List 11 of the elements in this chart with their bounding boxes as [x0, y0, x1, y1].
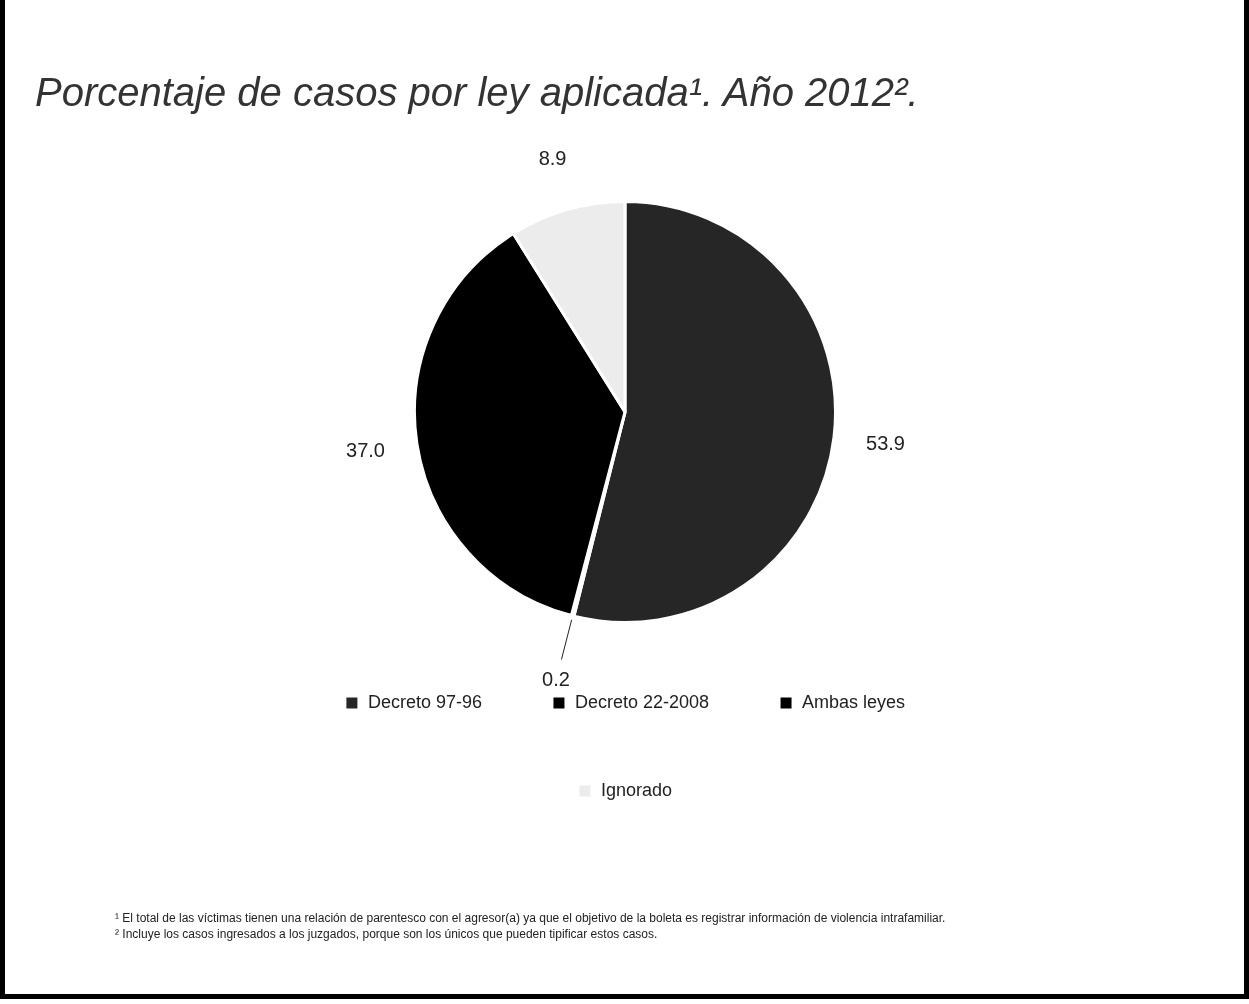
data-label: 53.9: [866, 431, 905, 454]
chart-title: Porcentaje de casos por ley aplicada¹. Año 2012².: [35, 70, 919, 115]
data-label: 37.0: [346, 438, 385, 461]
legend-label: Ignorado: [600, 779, 673, 800]
legend-label: Ambas leyes: [802, 691, 906, 712]
data-label: 0.2: [542, 668, 570, 691]
text: ² Incluye los casos ingresados a los juzgados, porque son los únicos que pueden tipificar estos casos.: [115, 926, 659, 942]
text: ¹ El total de las víctimas tienen una relación de parentesco con el agresor(a) ya que el objetivo de la boleta es registrar información de violencia intrafamiliar.: [115, 910, 947, 926]
legend-label: Decreto 97-96: [367, 691, 482, 712]
data-label: 8.9: [538, 147, 567, 170]
legend-label: Decreto 22-2008: [574, 691, 710, 712]
